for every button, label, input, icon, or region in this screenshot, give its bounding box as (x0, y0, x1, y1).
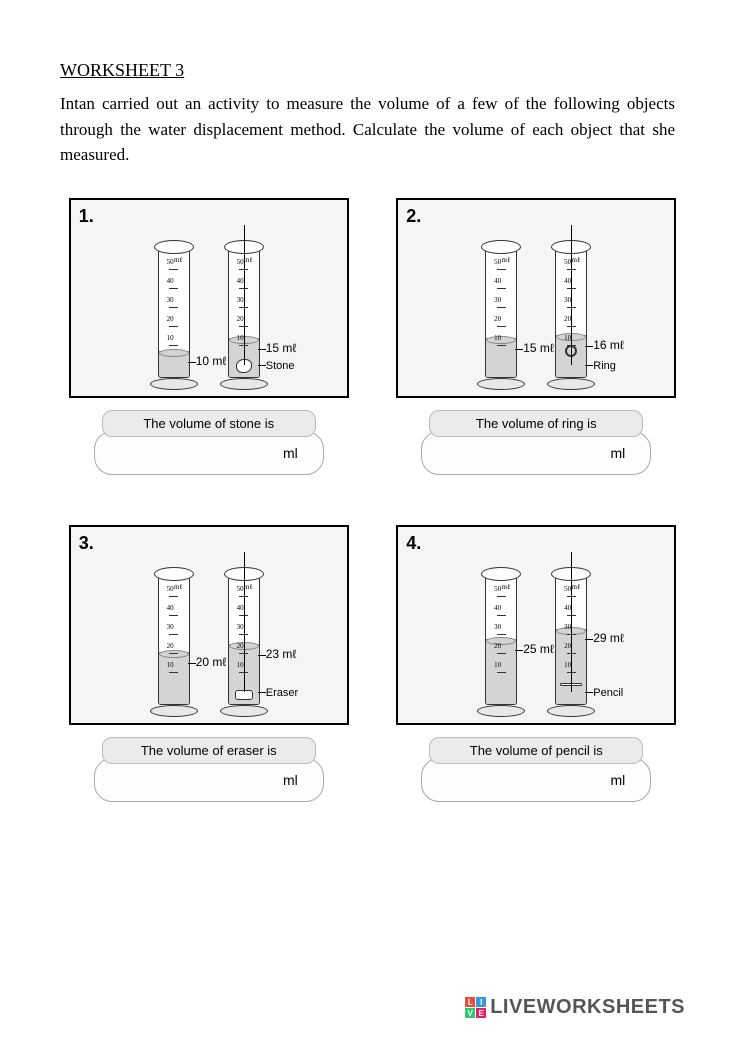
answer-input[interactable]: ml (421, 431, 651, 475)
diagram-box: 3. 1020304050mℓ20 mℓ 1020304050mℓ23 mℓEras… (69, 525, 349, 725)
object-label: Eraser (266, 687, 298, 699)
footer-brand: LIVE LIVEWORKSHEETS (465, 996, 685, 1019)
cylinder: 1020304050mℓ10 mℓ (154, 240, 194, 390)
logo-icon: LIVE (465, 997, 486, 1018)
question-number: 2. (406, 206, 421, 227)
volume-label: 25 mℓ (523, 642, 554, 656)
answer-area: The volume of pencil is ml (421, 737, 651, 802)
cylinder: 1020304050mℓ15 mℓStone (224, 240, 264, 390)
question-number: 4. (406, 533, 421, 554)
answer-prompt: The volume of stone is (102, 410, 316, 437)
diagram-box: 1. 1020304050mℓ10 mℓ 1020304050mℓ15 mℓSton… (69, 198, 349, 398)
footer-text: LIVEWORKSHEETS (490, 996, 685, 1019)
answer-input[interactable]: ml (421, 758, 651, 802)
diagram-box: 4. 1020304050mℓ25 mℓ 1020304050mℓ29 mℓPenc… (396, 525, 676, 725)
problem-3: 3. 1020304050mℓ20 mℓ 1020304050mℓ23 mℓEras… (60, 525, 358, 802)
problems-grid: 1.1020304050mℓ10 mℓ1020304050mℓ15 mℓSton… (60, 198, 685, 802)
string-line (244, 225, 245, 365)
answer-area: The volume of ring is ml (421, 410, 651, 475)
question-number: 3. (79, 533, 94, 554)
problem-4: 4. 1020304050mℓ25 mℓ 1020304050mℓ29 mℓPenc… (388, 525, 686, 802)
unit-label: ml (610, 772, 625, 788)
volume-label: 20 mℓ (196, 655, 227, 669)
volume-label: 15 mℓ (523, 341, 554, 355)
string-line (244, 552, 245, 692)
cylinder: 1020304050mℓ16 mℓRing (551, 240, 591, 390)
volume-label: 29 mℓ (593, 631, 624, 645)
volume-label: 16 mℓ (593, 338, 624, 352)
volume-label: 23 mℓ (266, 647, 297, 661)
problem-1: 1. 1020304050mℓ10 mℓ 1020304050mℓ15 mℓSton… (60, 198, 358, 475)
volume-label: 10 mℓ (196, 354, 227, 368)
object-label: Stone (266, 360, 295, 372)
answer-input[interactable]: ml (94, 758, 324, 802)
diagram-box: 2. 1020304050mℓ15 mℓ 1020304050mℓ16 mℓRing (396, 198, 676, 398)
problem-2: 2. 1020304050mℓ15 mℓ 1020304050mℓ16 mℓRing… (388, 198, 686, 475)
unit-label: ml (283, 772, 298, 788)
answer-area: The volume of stone is ml (94, 410, 324, 475)
string-line (571, 225, 572, 365)
unit-label: ml (610, 445, 625, 461)
object-label: Pencil (593, 687, 623, 699)
answer-input[interactable]: ml (94, 431, 324, 475)
answer-prompt: The volume of pencil is (429, 737, 643, 764)
cylinder: 1020304050mℓ25 mℓ (481, 567, 521, 717)
cylinder: 1020304050mℓ15 mℓ (481, 240, 521, 390)
cylinder: 1020304050mℓ29 mℓPencil (551, 567, 591, 717)
cylinder: 1020304050mℓ20 mℓ (154, 567, 194, 717)
instructions-text: Intan carried out an activity to measure… (60, 91, 685, 168)
object-label: Ring (593, 360, 616, 372)
cylinder: 1020304050mℓ23 mℓEraser (224, 567, 264, 717)
question-number: 1. (79, 206, 94, 227)
volume-label: 15 mℓ (266, 341, 297, 355)
unit-label: ml (283, 445, 298, 461)
answer-prompt: The volume of eraser is (102, 737, 316, 764)
string-line (571, 552, 572, 692)
worksheet-title: WORKSHEET 3 (60, 60, 685, 81)
answer-area: The volume of eraser is ml (94, 737, 324, 802)
answer-prompt: The volume of ring is (429, 410, 643, 437)
